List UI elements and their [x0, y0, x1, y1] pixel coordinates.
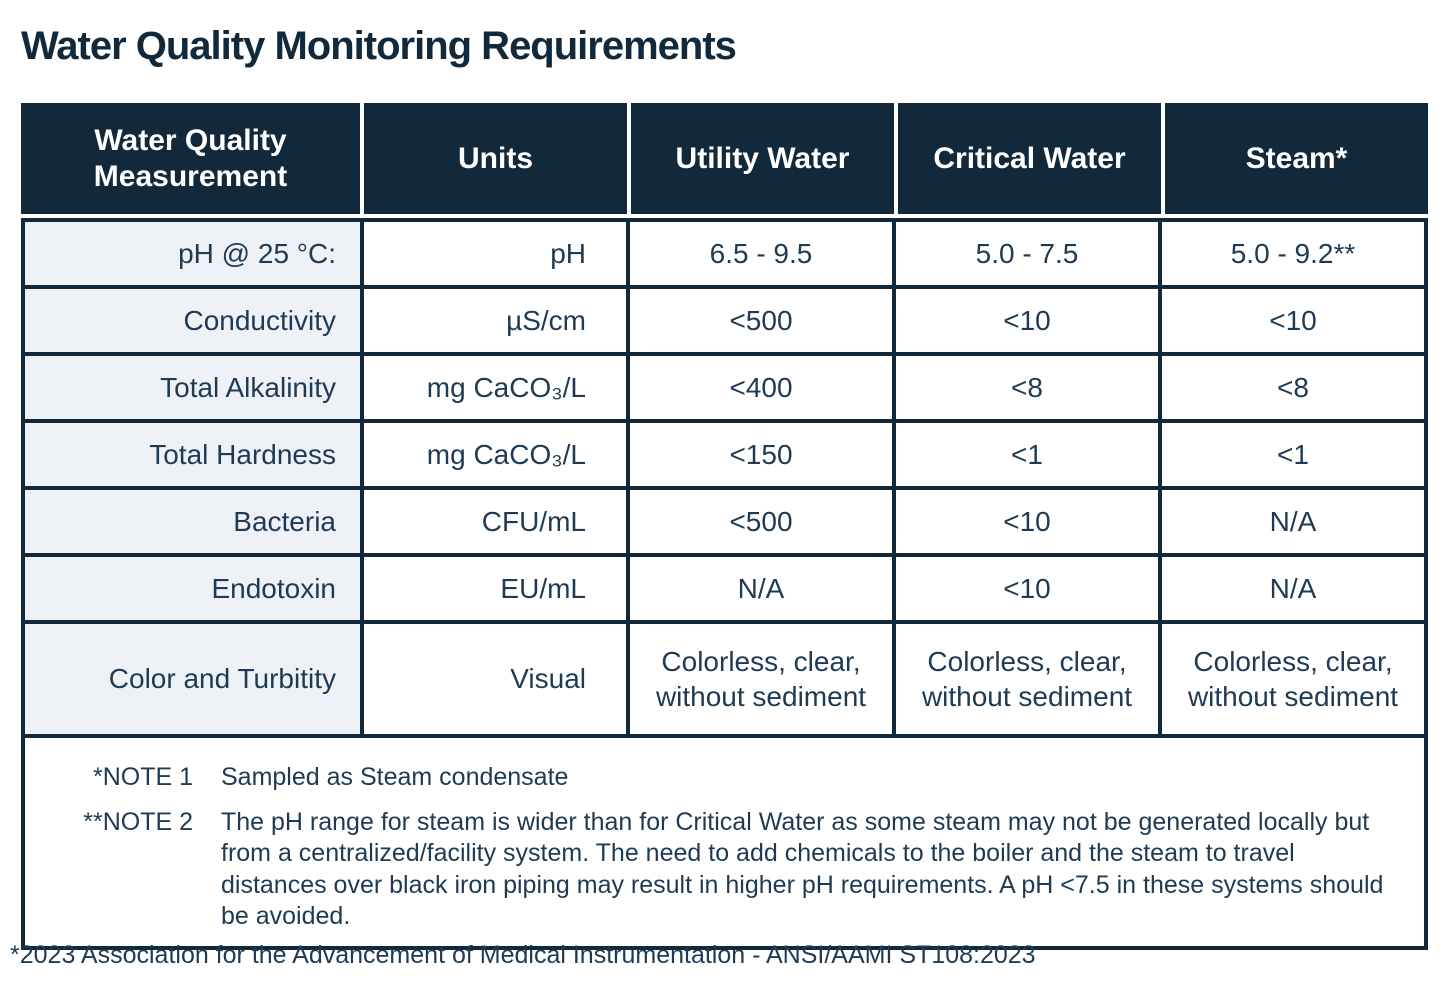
steam-cell: <8 [1162, 356, 1424, 419]
utility-water-cell: N/A [630, 557, 892, 620]
steam-cell: N/A [1162, 490, 1424, 553]
table-row-color-turbidity: Color and Turbitity Visual Colorless, cl… [25, 624, 1424, 734]
measurement-cell: Bacteria [25, 490, 360, 553]
measurement-cell: Total Hardness [25, 423, 360, 486]
page-title: Water Quality Monitoring Requirements [21, 24, 737, 68]
table-row-conductivity: Conductivity µS/cm <500 <10 <10 [25, 289, 1424, 352]
table-row-ph: pH @ 25 °C: pH 6.5 - 9.5 5.0 - 7.5 5.0 -… [25, 222, 1424, 285]
steam-cell: <10 [1162, 289, 1424, 352]
header-cell-units: Units [364, 103, 627, 214]
steam-cell: Colorless, clear, without sediment [1162, 624, 1424, 734]
header-cell-steam: Steam* [1165, 103, 1428, 214]
table-row-endotoxin: Endotoxin EU/mL N/A <10 N/A [25, 557, 1424, 620]
critical-water-cell: <10 [896, 557, 1158, 620]
utility-water-cell: <500 [630, 490, 892, 553]
units-cell: mg CaCO₃/L [364, 356, 626, 419]
steam-cell: <1 [1162, 423, 1424, 486]
note-2: **NOTE 2 The pH range for steam is wider… [25, 807, 1396, 933]
header-cell-critical-water: Critical Water [898, 103, 1161, 214]
note-1-label: *NOTE 1 [92, 763, 193, 791]
units-cell: CFU/mL [364, 490, 626, 553]
table-body: pH @ 25 °C: pH 6.5 - 9.5 5.0 - 7.5 5.0 -… [21, 218, 1428, 950]
utility-water-cell: <500 [630, 289, 892, 352]
table-header-row: Water Quality Measurement Units Utility … [21, 103, 1428, 214]
critical-water-cell: <8 [896, 356, 1158, 419]
utility-water-cell: <150 [630, 423, 892, 486]
notes-section: *NOTE 1 Sampled as Steam condensate **NO… [25, 738, 1424, 946]
steam-cell: N/A [1162, 557, 1424, 620]
measurement-cell: Color and Turbitity [25, 624, 360, 734]
note-2-text: The pH range for steam is wider than for… [221, 807, 1384, 931]
critical-water-cell: <1 [896, 423, 1158, 486]
measurement-cell: Total Alkalinity [25, 356, 360, 419]
units-cell: Visual [364, 624, 626, 734]
units-cell: µS/cm [364, 289, 626, 352]
table-row-bacteria: Bacteria CFU/mL <500 <10 N/A [25, 490, 1424, 553]
utility-water-cell: Colorless, clear, without sediment [630, 624, 892, 734]
water-quality-table: Water Quality Measurement Units Utility … [21, 103, 1428, 950]
measurement-cell: Conductivity [25, 289, 360, 352]
table-row-total-alkalinity: Total Alkalinity mg CaCO₃/L <400 <8 <8 [25, 356, 1424, 419]
units-cell: pH [364, 222, 626, 285]
steam-cell: 5.0 - 9.2** [1162, 222, 1424, 285]
units-cell: EU/mL [364, 557, 626, 620]
critical-water-cell: Colorless, clear, without sediment [896, 624, 1158, 734]
header-cell-measurement: Water Quality Measurement [21, 103, 360, 214]
header-cell-utility-water: Utility Water [631, 103, 894, 214]
utility-water-cell: 6.5 - 9.5 [630, 222, 892, 285]
critical-water-cell: <10 [896, 490, 1158, 553]
source-citation: *2023 Association for the Advancement of… [10, 941, 1036, 969]
measurement-cell: Endotoxin [25, 557, 360, 620]
utility-water-cell: <400 [630, 356, 892, 419]
table-row-total-hardness: Total Hardness mg CaCO₃/L <150 <1 <1 [25, 423, 1424, 486]
note-1-text: Sampled as Steam condensate [221, 763, 569, 791]
note-2-label: **NOTE 2 [83, 807, 193, 836]
units-cell: mg CaCO₃/L [364, 423, 626, 486]
critical-water-cell: <10 [896, 289, 1158, 352]
note-1: *NOTE 1 Sampled as Steam condensate [25, 762, 1396, 794]
critical-water-cell: 5.0 - 7.5 [896, 222, 1158, 285]
measurement-cell: pH @ 25 °C: [25, 222, 360, 285]
